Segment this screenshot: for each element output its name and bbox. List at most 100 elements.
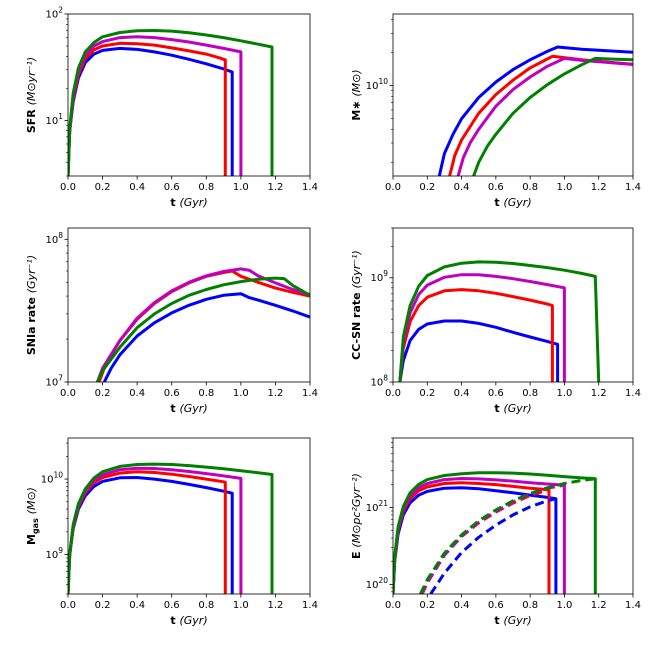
x-tick-label: 1.0 (556, 388, 572, 399)
x-axis-label: t (Gyr) (170, 196, 207, 209)
x-tick-label: 0.0 (385, 182, 401, 193)
x-tick-label: 1.0 (233, 182, 249, 193)
x-tick-label: 1.0 (233, 388, 249, 399)
x-tick-label: 0.4 (129, 600, 145, 611)
x-tick-label: 0.8 (522, 600, 538, 611)
y-tick-label: 102 (45, 6, 63, 21)
series-line-green (472, 56, 633, 176)
x-tick-label: 1.2 (267, 388, 283, 399)
x-tick-label: 1.2 (591, 600, 607, 611)
x-tick-label: 0.6 (488, 388, 504, 399)
axes-frame (392, 437, 634, 595)
series-line-blue (398, 319, 560, 382)
y-tick-label: 1010 (41, 471, 64, 486)
series-line-blue (102, 292, 310, 382)
series-line-green (68, 29, 274, 176)
series-group (437, 45, 633, 176)
panel-mstar: 0.0 0.2 0.4 0.6 0.8 1.0 1.2 1.4 1010 t (Gyr) M∗ (M… (350, 13, 641, 209)
x-tick-label: 0.4 (454, 600, 470, 611)
series-line-green (96, 276, 310, 382)
x-tick-label: 1.4 (625, 600, 641, 611)
y-tick-label: 101 (45, 112, 63, 127)
x-tick-label: 0.0 (385, 600, 401, 611)
x-tick-label: 1.2 (267, 182, 283, 193)
y-tick-label: 109 (370, 269, 388, 284)
x-tick-label: 1.4 (625, 388, 641, 399)
x-tick-label: 0.4 (129, 388, 145, 399)
series-line-blue (393, 486, 558, 594)
series-line-green (398, 260, 601, 382)
series-line-green (68, 462, 274, 594)
x-tick-label: 0.2 (419, 388, 435, 399)
x-axis-label: t (Gyr) (494, 614, 531, 627)
series-line-green-dashed (419, 477, 596, 594)
series-group (68, 29, 274, 176)
x-tick-label: 0.0 (60, 600, 76, 611)
x-tick-label: 0.2 (95, 182, 111, 193)
x-tick-label: 0.8 (198, 600, 214, 611)
y-axis-label: SFR (M⊙yr⁻¹) (25, 57, 38, 133)
y-axis-label: E (M⊙pc²Gyr⁻²) (350, 473, 363, 559)
axes-frame (67, 13, 311, 177)
panel-mgas: 0.0 0.2 0.4 0.6 0.8 1.0 1.2 1.4 109 1010 t (Gyr) Mg… (25, 437, 318, 627)
x-tick-label: 1.2 (267, 600, 283, 611)
panel-ccsn: 0.0 0.2 0.4 0.6 0.8 1.0 1.2 1.4 108 109 t (Gyr) CC-… (350, 227, 641, 415)
x-tick-label: 0.8 (522, 182, 538, 193)
y-axis-label: M∗ (M⊙) (350, 69, 363, 120)
x-tick-label: 0.4 (129, 182, 145, 193)
x-tick-label: 0.6 (164, 600, 180, 611)
series-line-blue-dashed (429, 497, 557, 594)
y-tick-label: 1010 (366, 77, 389, 92)
y-axis-label: CC-SN rate (Gyr⁻¹) (350, 250, 363, 360)
y-tick-label: 108 (370, 374, 388, 389)
series-line-magenta (95, 267, 310, 382)
x-tick-label: 1.4 (302, 388, 318, 399)
x-axis-label: t (Gyr) (494, 402, 531, 415)
series-line-blue (68, 46, 234, 176)
x-tick-label: 0.8 (198, 182, 214, 193)
x-tick-label: 0.2 (95, 388, 111, 399)
x-tick-label: 0.6 (488, 182, 504, 193)
series-line-blue (68, 476, 234, 594)
series-line-red (448, 54, 633, 176)
series-line-magenta (456, 56, 633, 176)
x-tick-label: 0.0 (60, 182, 76, 193)
panel-sfr: 0.0 0.2 0.4 0.6 0.8 1.0 1.2 1.4 101 102 t (Gyr) SFR… (25, 6, 318, 210)
series-group (95, 267, 310, 382)
y-tick-label: 1020 (366, 576, 389, 591)
y-tick-label: 108 (45, 231, 63, 246)
x-tick-label: 0.6 (164, 388, 180, 399)
x-tick-label: 1.2 (591, 388, 607, 399)
x-tick-label: 0.2 (419, 182, 435, 193)
x-tick-label: 0.6 (164, 182, 180, 193)
y-axis-label: Mgas (M⊙) (25, 487, 40, 545)
series-line-magenta (398, 273, 566, 382)
y-tick-label: 107 (45, 374, 63, 389)
x-tick-label: 1.4 (625, 182, 641, 193)
axes-frame (392, 227, 634, 383)
x-tick-label: 1.4 (302, 600, 318, 611)
axes-frame (67, 437, 311, 595)
series-group (393, 471, 597, 594)
x-tick-label: 1.0 (556, 600, 572, 611)
axes-frame (392, 13, 634, 177)
x-axis-label: t (Gyr) (494, 196, 531, 209)
panel-snia: 0.0 0.2 0.4 0.6 0.8 1.0 1.2 1.4 107 108 t (Gyr) SNI… (25, 227, 318, 415)
series-line-red (393, 481, 551, 594)
x-tick-label: 1.4 (302, 182, 318, 193)
series-line-red (398, 288, 554, 382)
x-tick-label: 0.4 (454, 388, 470, 399)
x-tick-label: 0.2 (95, 600, 111, 611)
x-tick-label: 1.0 (233, 600, 249, 611)
x-tick-label: 1.0 (556, 182, 572, 193)
x-axis-label: t (Gyr) (170, 402, 207, 415)
x-tick-label: 0.0 (60, 388, 76, 399)
x-tick-label: 0.4 (454, 182, 470, 193)
y-tick-label: 109 (45, 546, 63, 561)
x-axis-label: t (Gyr) (170, 614, 207, 627)
x-tick-label: 1.2 (591, 182, 607, 193)
series-line-green (393, 471, 597, 594)
x-tick-label: 0.8 (522, 388, 538, 399)
x-tick-label: 0.6 (488, 600, 504, 611)
